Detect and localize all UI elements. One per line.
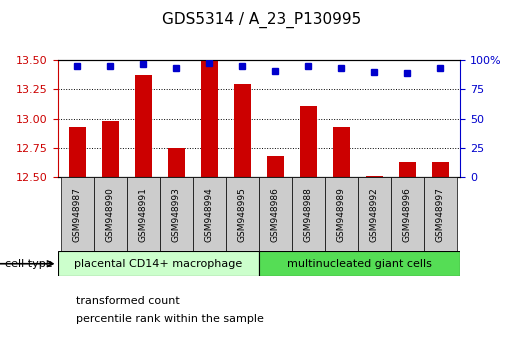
FancyBboxPatch shape — [127, 177, 160, 251]
FancyBboxPatch shape — [424, 177, 457, 251]
Text: GSM948987: GSM948987 — [73, 187, 82, 242]
Bar — [135, 75, 152, 177]
FancyBboxPatch shape — [292, 177, 325, 251]
FancyBboxPatch shape — [193, 177, 226, 251]
Text: cell type: cell type — [5, 259, 53, 269]
FancyBboxPatch shape — [94, 177, 127, 251]
Text: GSM948990: GSM948990 — [106, 187, 115, 242]
FancyBboxPatch shape — [58, 251, 259, 276]
Text: GSM948989: GSM948989 — [337, 187, 346, 242]
Bar — [168, 148, 185, 177]
Text: transformed count: transformed count — [76, 296, 179, 306]
Bar — [69, 127, 86, 177]
Text: GSM948996: GSM948996 — [403, 187, 412, 242]
Bar — [366, 176, 383, 177]
FancyBboxPatch shape — [259, 177, 292, 251]
Bar — [399, 162, 416, 177]
Text: GSM948997: GSM948997 — [436, 187, 445, 242]
Text: GSM948988: GSM948988 — [304, 187, 313, 242]
Bar — [432, 162, 449, 177]
FancyBboxPatch shape — [160, 177, 193, 251]
Text: GSM948986: GSM948986 — [271, 187, 280, 242]
FancyBboxPatch shape — [391, 177, 424, 251]
Bar — [300, 106, 316, 177]
Bar — [267, 156, 283, 177]
Text: GSM948992: GSM948992 — [370, 187, 379, 241]
FancyBboxPatch shape — [259, 251, 460, 276]
Text: GSM948995: GSM948995 — [238, 187, 247, 242]
FancyBboxPatch shape — [325, 177, 358, 251]
FancyBboxPatch shape — [61, 177, 94, 251]
Bar — [333, 127, 350, 177]
FancyBboxPatch shape — [226, 177, 259, 251]
Text: GSM948993: GSM948993 — [172, 187, 181, 242]
Text: placental CD14+ macrophage: placental CD14+ macrophage — [74, 259, 242, 269]
Text: GSM948994: GSM948994 — [205, 187, 214, 241]
Bar — [234, 84, 251, 177]
Text: GDS5314 / A_23_P130995: GDS5314 / A_23_P130995 — [162, 12, 361, 28]
Bar — [201, 60, 218, 177]
Text: multinucleated giant cells: multinucleated giant cells — [287, 259, 432, 269]
Text: GSM948991: GSM948991 — [139, 187, 148, 242]
FancyBboxPatch shape — [358, 177, 391, 251]
Bar — [102, 121, 119, 177]
Text: percentile rank within the sample: percentile rank within the sample — [76, 314, 264, 324]
